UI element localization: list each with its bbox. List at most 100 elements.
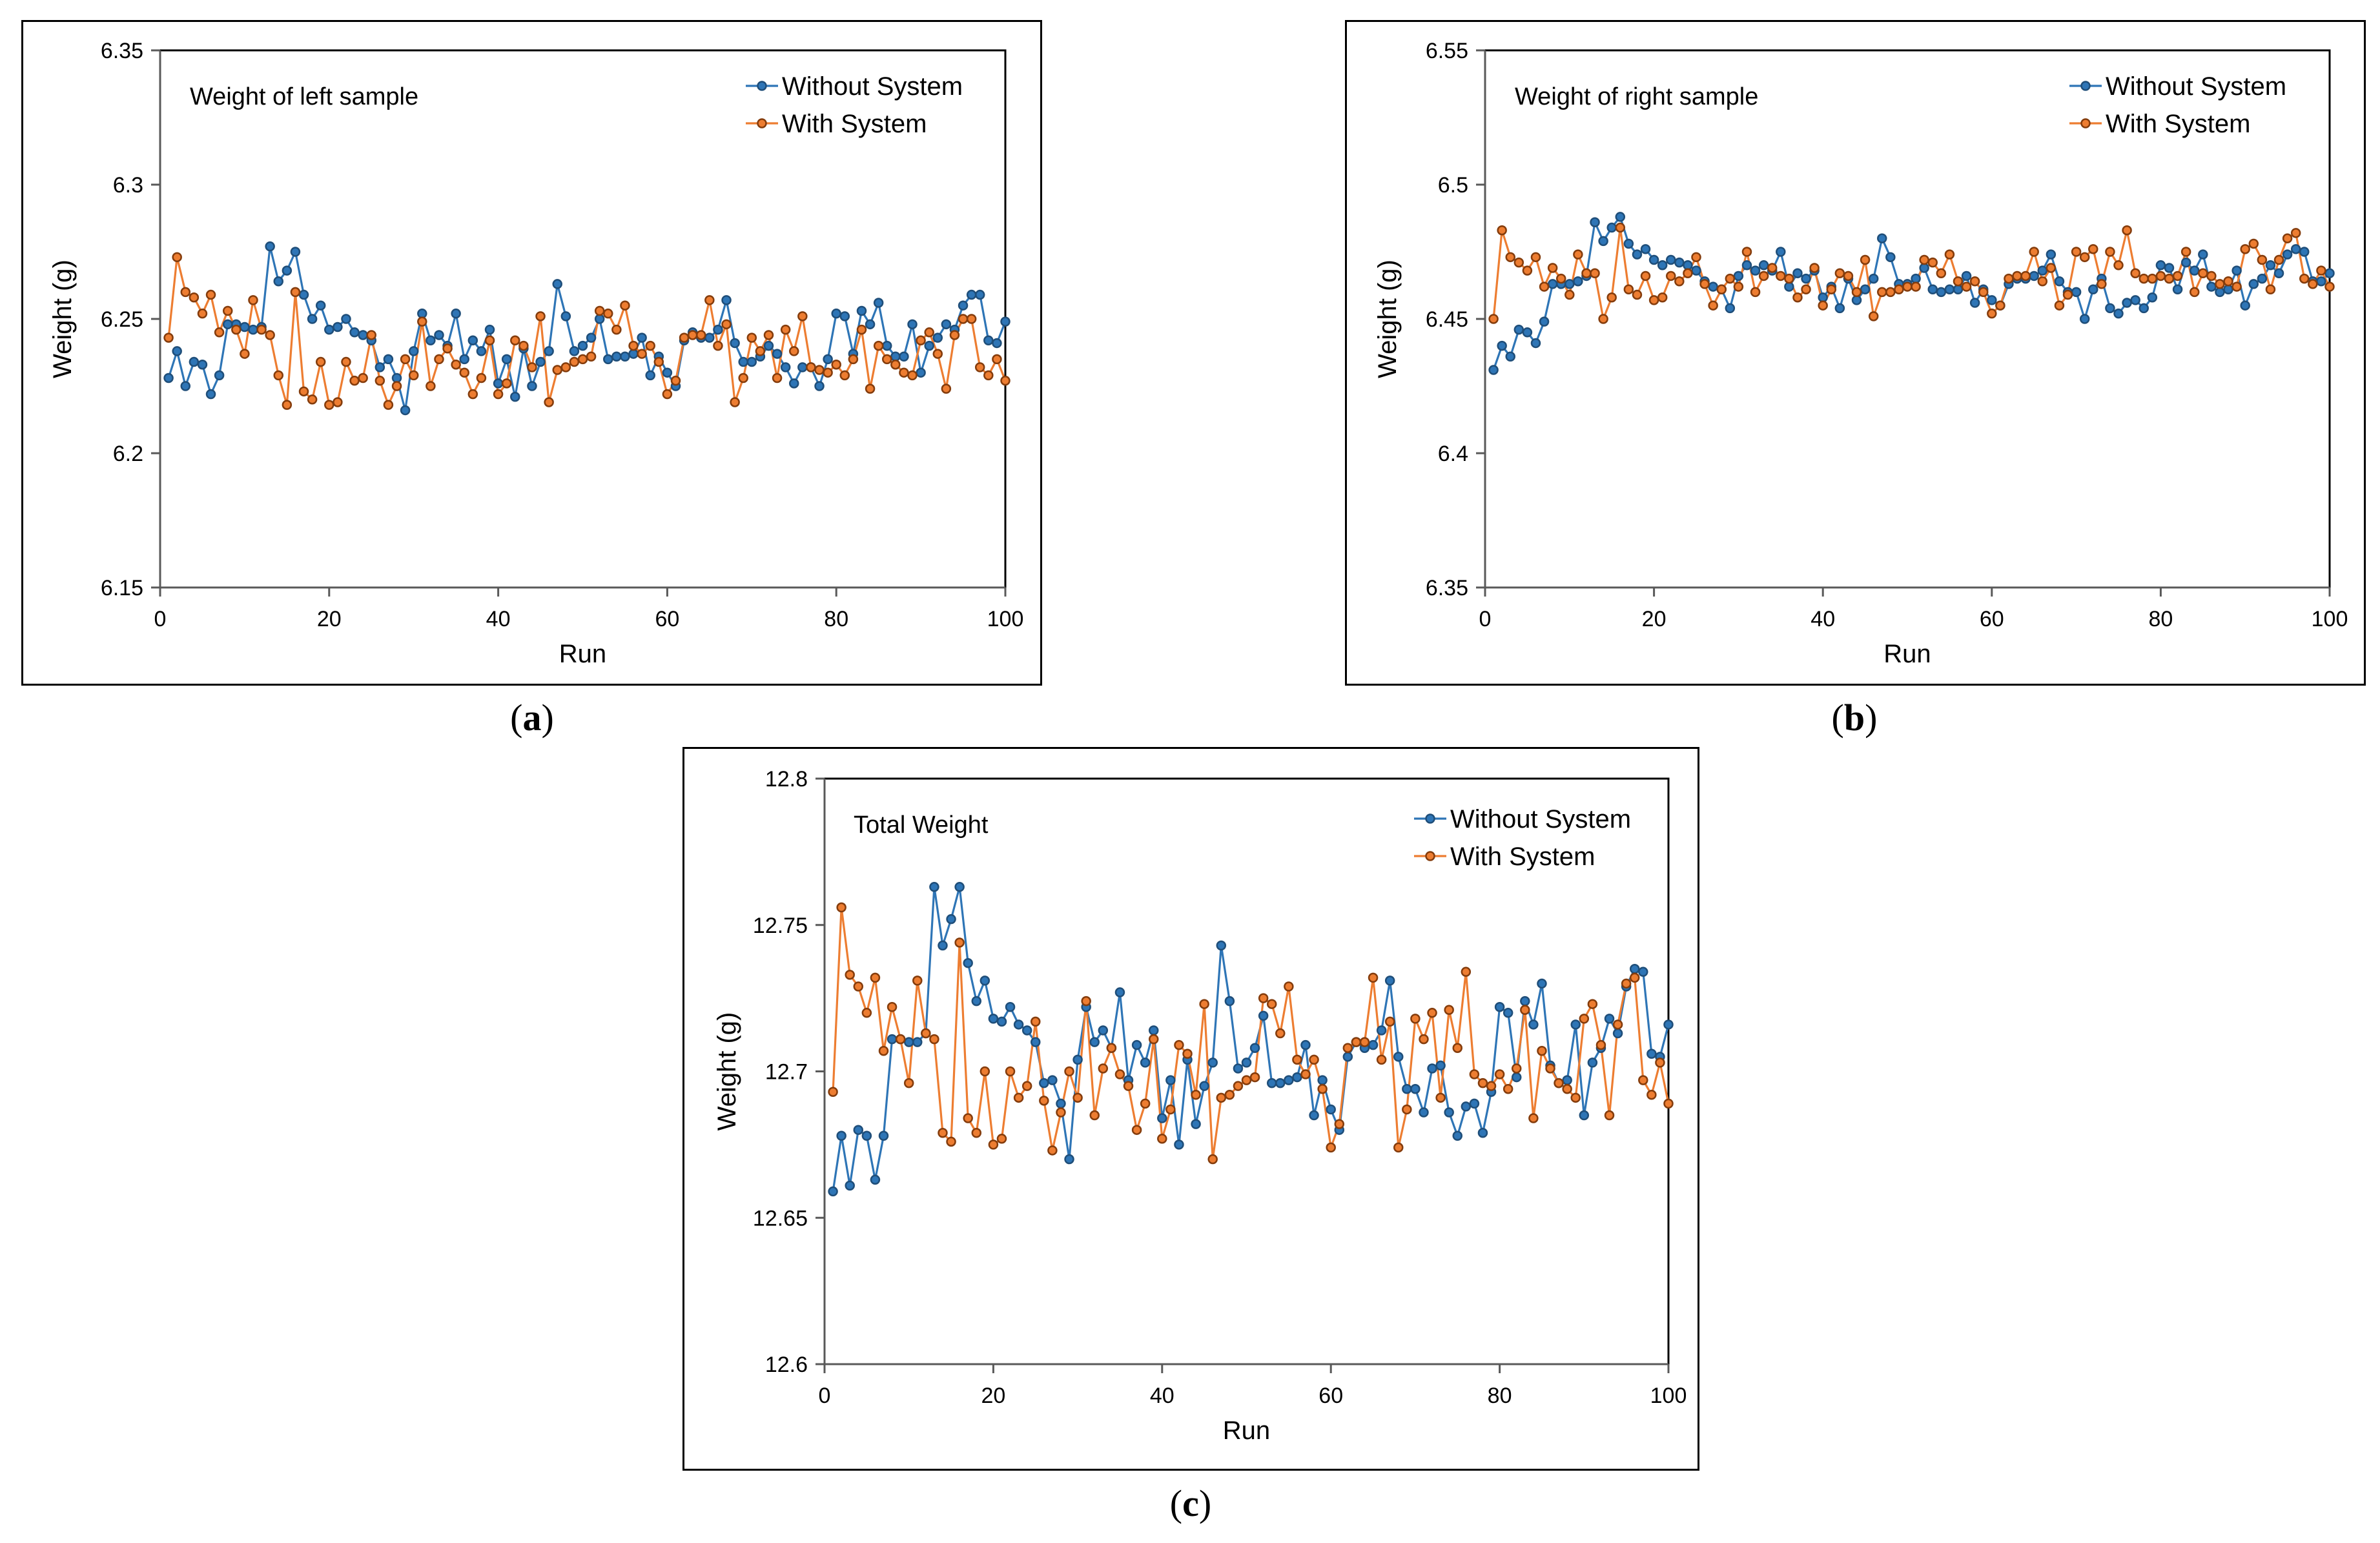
data-point-without-system xyxy=(298,289,309,300)
data-point-with-system xyxy=(341,356,351,367)
data-point-without-system xyxy=(1522,327,1533,338)
data-point-without-system xyxy=(1606,222,1617,233)
data-point-with-system xyxy=(921,1028,931,1039)
data-point-with-system xyxy=(1758,271,1769,281)
data-point-without-system xyxy=(1419,1107,1429,1118)
data-point-without-system xyxy=(222,319,233,330)
data-point-without-system xyxy=(426,335,436,346)
x-axis-title: Run xyxy=(1883,640,1931,668)
data-point-with-system xyxy=(1657,292,1668,303)
data-point-with-system xyxy=(932,349,943,359)
series-line-without-system xyxy=(832,886,1670,1192)
data-point-with-system xyxy=(1089,1110,1100,1121)
data-point-without-system xyxy=(1520,996,1530,1007)
x-tick-label: 80 xyxy=(824,607,848,631)
data-point-without-system xyxy=(721,295,732,305)
data-point-with-system xyxy=(256,324,267,335)
data-point-with-system xyxy=(628,340,639,351)
data-point-with-system xyxy=(1809,263,1820,273)
data-point-with-system xyxy=(1106,1043,1117,1053)
data-point-with-system xyxy=(763,330,774,340)
data-point-with-system xyxy=(1961,281,1972,292)
data-point-with-system xyxy=(1216,1092,1227,1103)
data-point-with-system xyxy=(1131,1125,1142,1135)
data-point-without-system xyxy=(996,1016,1007,1027)
data-point-with-system xyxy=(1419,1034,1429,1045)
data-point-with-system xyxy=(383,400,394,410)
data-point-without-system xyxy=(2037,265,2048,276)
data-point-with-system xyxy=(391,381,402,391)
data-point-with-system xyxy=(2273,254,2284,265)
data-point-without-system xyxy=(1969,298,1980,308)
data-point-with-system xyxy=(222,305,233,316)
data-point-without-system xyxy=(1725,303,1736,314)
data-point-without-system xyxy=(645,370,655,381)
data-point-without-system xyxy=(1919,263,1929,273)
data-point-with-system xyxy=(1503,1083,1513,1094)
data-point-with-system xyxy=(620,300,630,311)
data-point-without-system xyxy=(1911,273,1921,284)
data-point-with-system xyxy=(1969,276,1980,287)
data-point-without-system xyxy=(1539,316,1550,327)
data-point-without-system xyxy=(941,319,952,330)
data-point-with-system xyxy=(645,340,655,351)
x-tick-label: 60 xyxy=(1980,607,2004,631)
data-point-with-system xyxy=(1224,1090,1235,1100)
data-point-without-system xyxy=(831,308,841,319)
data-point-without-system xyxy=(1224,996,1235,1007)
data-point-without-system xyxy=(853,1125,864,1135)
data-point-without-system xyxy=(845,1180,855,1191)
data-point-without-system xyxy=(1488,365,1499,375)
data-point-with-system xyxy=(1623,284,1634,294)
data-point-with-system xyxy=(1716,284,1727,294)
data-point-with-system xyxy=(1505,252,1515,263)
data-point-with-system xyxy=(704,295,715,305)
data-point-with-system xyxy=(273,370,284,381)
data-point-with-system xyxy=(366,330,376,340)
data-point-with-system xyxy=(1691,252,1701,263)
data-point-without-system xyxy=(1140,1058,1151,1068)
data-point-with-system xyxy=(1081,996,1091,1007)
data-point-with-system xyxy=(2240,244,2250,254)
data-point-without-system xyxy=(772,349,783,359)
y-axis-title: Weight (g) xyxy=(713,1012,741,1131)
data-point-without-system xyxy=(929,882,939,892)
data-point-with-system xyxy=(1776,271,1786,281)
data-point-without-system xyxy=(1393,1052,1404,1062)
data-point-without-system xyxy=(408,346,419,356)
data-point-without-system xyxy=(1174,1139,1184,1150)
data-point-without-system xyxy=(1758,260,1769,271)
data-point-without-system xyxy=(881,340,892,351)
data-point-with-system xyxy=(1663,1098,1674,1109)
data-point-with-system xyxy=(1894,284,1904,294)
x-axis-title: Run xyxy=(1223,1416,1270,1445)
data-point-without-system xyxy=(2206,281,2217,292)
legend-marker-without-system xyxy=(1425,813,1435,824)
data-point-without-system xyxy=(2273,268,2284,279)
data-point-with-system xyxy=(713,340,723,351)
data-point-with-system xyxy=(861,1008,872,1018)
data-point-with-system xyxy=(1570,1092,1581,1103)
data-point-with-system xyxy=(980,1066,990,1077)
data-point-without-system xyxy=(1165,1075,1176,1085)
data-point-with-system xyxy=(2189,287,2200,298)
data-point-with-system xyxy=(1547,263,1558,273)
data-point-without-system xyxy=(704,332,715,343)
data-point-without-system xyxy=(1629,964,1640,974)
data-point-with-system xyxy=(687,330,698,340)
data-point-with-system xyxy=(797,311,808,322)
data-point-with-system xyxy=(586,351,597,362)
data-point-with-system xyxy=(814,365,825,375)
data-point-with-system xyxy=(1629,972,1640,983)
data-point-without-system xyxy=(1275,1078,1286,1088)
panel-a-frame xyxy=(21,20,1042,686)
data-point-with-system xyxy=(1683,268,1693,279)
data-point-without-system xyxy=(797,362,808,373)
data-point-without-system xyxy=(2046,249,2057,260)
data-point-without-system xyxy=(552,279,562,289)
data-point-with-system xyxy=(907,370,918,381)
x-axis-title: Run xyxy=(559,640,606,668)
data-point-without-system xyxy=(1944,284,1955,294)
data-point-with-system xyxy=(1581,268,1592,279)
data-point-without-system xyxy=(2088,284,2098,294)
